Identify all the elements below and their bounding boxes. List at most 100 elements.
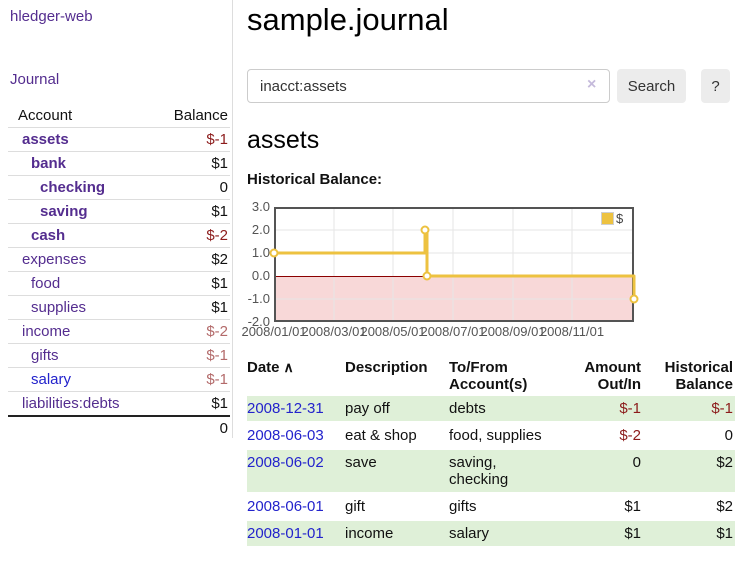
- account-balance: 0: [155, 175, 230, 200]
- transaction-balance: 0: [643, 422, 735, 450]
- transaction-date-link[interactable]: 2008-06-02: [247, 454, 324, 471]
- y-tick-label: 1.0: [251, 245, 270, 260]
- legend-label: $: [616, 211, 624, 226]
- account-row: expenses $2: [8, 247, 230, 272]
- chart-title: Historical Balance:: [247, 171, 383, 188]
- account-row: salary $-1: [8, 367, 230, 392]
- register-header-date[interactable]: Date ∧: [247, 359, 294, 376]
- account-row: cash $-2: [8, 223, 230, 248]
- accounts-balance-table: Account Balance assets $-1 bank $1 check…: [8, 104, 230, 440]
- plot-area: [269, 207, 639, 322]
- x-tick-label: 2008/09/01: [480, 324, 546, 339]
- transaction-accounts: debts: [449, 396, 561, 423]
- account-link-gifts[interactable]: gifts: [31, 347, 59, 364]
- transaction-amount: $1: [561, 520, 643, 548]
- y-tick-label: 2.0: [251, 222, 270, 237]
- account-row: liabilities:debts $1: [8, 391, 230, 416]
- accounts-total-value: 0: [155, 415, 230, 440]
- register-row: 2008-06-03 eat & shop food, supplies $-2…: [247, 422, 735, 450]
- y-tick-label: -1.0: [247, 291, 270, 306]
- account-link-bank[interactable]: bank: [31, 155, 67, 172]
- transaction-date-link[interactable]: 2008-06-03: [247, 427, 324, 444]
- transaction-date-link[interactable]: 2008-06-01: [247, 498, 324, 515]
- transaction-date-link[interactable]: 2008-12-31: [247, 400, 324, 417]
- account-balance: $1: [155, 295, 230, 320]
- account-link-saving[interactable]: saving: [40, 203, 88, 220]
- transaction-description: income: [345, 520, 449, 548]
- account-balance: $-1: [155, 127, 230, 152]
- transaction-accounts: food, supplies: [449, 422, 561, 450]
- page-title: sample.journal: [247, 2, 449, 37]
- plot-border: [274, 207, 634, 322]
- x-tick-label: 2008/05/01: [360, 324, 426, 339]
- account-link-liabilities-debts[interactable]: liabilities:debts: [22, 395, 120, 412]
- accounts-header-balance: Balance: [173, 107, 228, 124]
- register-table: Date ∧ Description To/From Account(s) Amo…: [247, 356, 735, 548]
- accounts-header-row: Account Balance: [8, 104, 230, 128]
- account-link-assets[interactable]: assets: [22, 131, 69, 148]
- register-header-accounts: To/From Account(s): [449, 359, 528, 393]
- transaction-accounts: saving, checking: [449, 449, 561, 494]
- account-link-income[interactable]: income: [22, 323, 71, 340]
- register-row: 2008-01-01 income salary $1 $1: [247, 520, 735, 548]
- sidebar-item-journal[interactable]: Journal: [10, 71, 60, 88]
- account-balance: $1: [155, 271, 230, 296]
- account-row: income $-2: [8, 319, 230, 344]
- account-link-supplies[interactable]: supplies: [31, 299, 87, 316]
- transaction-amount: $-1: [561, 396, 643, 423]
- main-content: sample.journal × Search ? assets Histori…: [241, 0, 742, 582]
- account-link-checking[interactable]: checking: [40, 179, 106, 196]
- transaction-balance: $2: [643, 449, 735, 494]
- help-button[interactable]: ?: [701, 69, 730, 103]
- transaction-accounts: salary: [449, 520, 561, 548]
- transaction-amount: $-2: [561, 422, 643, 450]
- gridlines: [274, 207, 634, 322]
- register-header-balance: Historical Balance: [664, 359, 733, 393]
- search-button[interactable]: Search: [617, 69, 686, 103]
- x-tick-label: 2008/07/01: [420, 324, 486, 339]
- clear-search-icon[interactable]: ×: [587, 76, 597, 93]
- app-brand-link[interactable]: hledger-web: [10, 8, 93, 25]
- transaction-balance: $1: [643, 520, 735, 548]
- sidebar: hledger-web Journal Account Balance asse…: [0, 0, 233, 440]
- register-row: 2008-12-31 pay off debts $-1 $-1: [247, 396, 735, 423]
- legend-swatch-icon: [601, 212, 614, 225]
- transaction-description: pay off: [345, 396, 449, 423]
- transaction-description: eat & shop: [345, 422, 449, 450]
- transaction-description: gift: [345, 493, 449, 521]
- sort-ascending-icon: ∧: [283, 359, 294, 375]
- register-header-description: Description: [345, 359, 428, 376]
- chart-legend: $: [601, 211, 623, 226]
- data-point-markers: [269, 225, 639, 304]
- account-balance: $1: [155, 199, 230, 224]
- y-tick-label: 3.0: [251, 199, 270, 214]
- transaction-date-link[interactable]: 2008-01-01: [247, 525, 324, 542]
- accounts-total-row: 0: [8, 415, 230, 440]
- x-tick-label: 2008/01/01: [241, 324, 307, 339]
- account-balance: $-1: [155, 367, 230, 392]
- account-link-cash[interactable]: cash: [31, 227, 66, 244]
- account-row: bank $1: [8, 151, 230, 176]
- historical-balance-chart: 3.0 2.0 1.0 0.0 -1.0 -2.0: [241, 199, 742, 350]
- register-row: 2008-06-02 save saving, checking 0 $2: [247, 449, 735, 494]
- account-balance: $-2: [155, 319, 230, 344]
- account-row: saving $1: [8, 199, 230, 224]
- y-tick-label: -2.0: [247, 314, 270, 329]
- search-input[interactable]: [247, 69, 610, 103]
- account-link-food[interactable]: food: [31, 275, 61, 292]
- transaction-balance: $-1: [643, 396, 735, 423]
- account-balance: $1: [155, 391, 230, 416]
- transaction-balance: $2: [643, 493, 735, 521]
- x-tick-label: 2008/03/01: [301, 324, 367, 339]
- search-form: × Search ?: [247, 69, 742, 104]
- register-header-amount: Amount Out/In: [584, 359, 641, 393]
- transaction-amount: $1: [561, 493, 643, 521]
- transaction-amount: 0: [561, 449, 643, 494]
- x-tick-label: 2008/11/01: [539, 324, 605, 339]
- register-row: 2008-06-01 gift gifts $1 $2: [247, 493, 735, 521]
- account-balance: $2: [155, 247, 230, 272]
- account-link-salary[interactable]: salary: [31, 371, 72, 388]
- transaction-description: save: [345, 449, 449, 494]
- account-link-expenses[interactable]: expenses: [22, 251, 87, 268]
